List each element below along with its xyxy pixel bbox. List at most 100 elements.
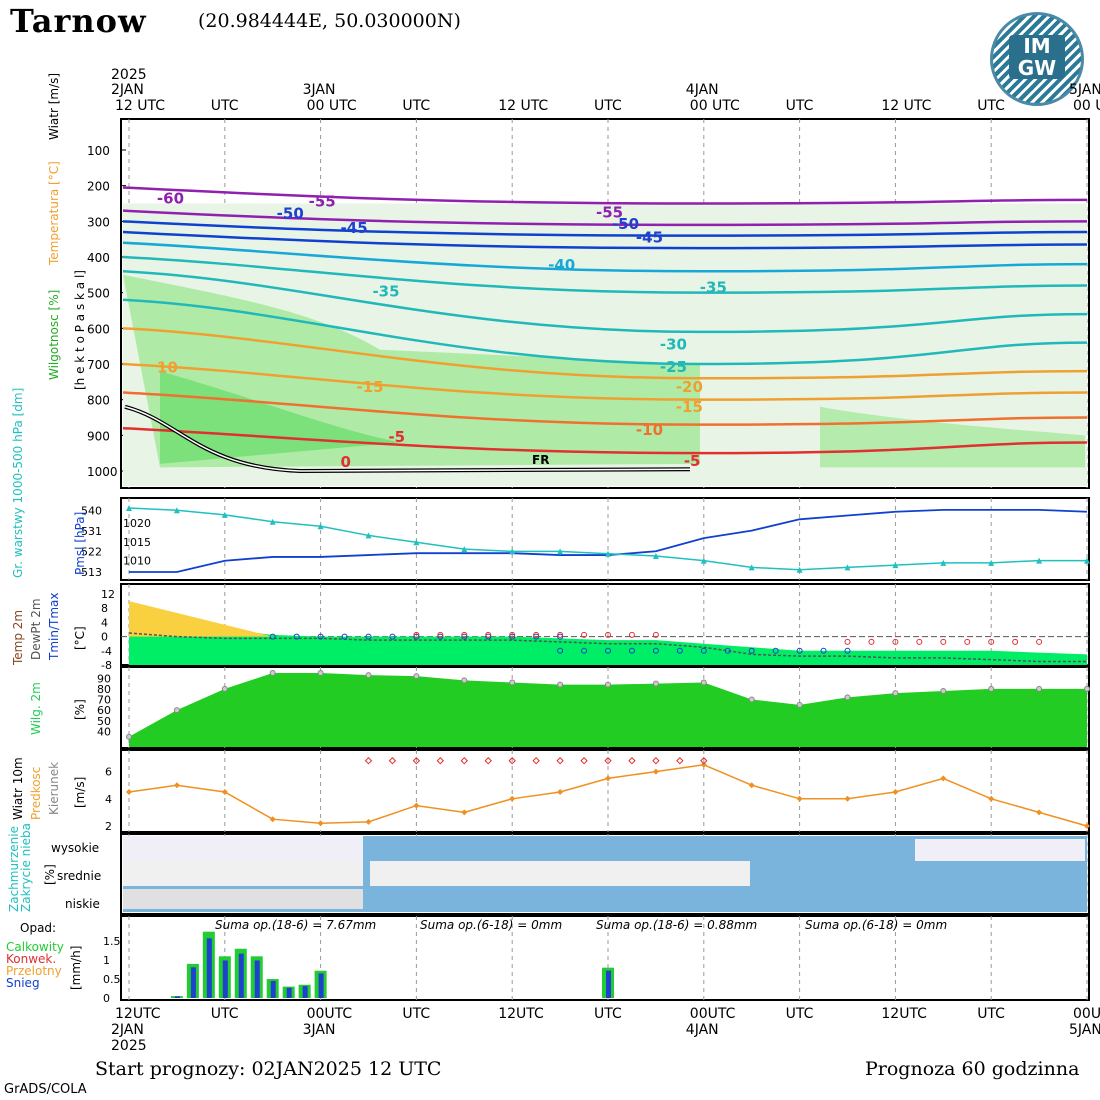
temp-tick: -8 (101, 659, 112, 672)
tmax-marker (533, 631, 540, 638)
isotherm-line (122, 327, 1088, 380)
time-label-bottom: 12UTC (498, 1006, 544, 1022)
time-label-top: 00 UTC (1073, 98, 1100, 114)
speed-axis-label: Predkosc (29, 767, 43, 820)
imgw-logo: IM GW (990, 12, 1084, 106)
temp2m-axis-label: Temp 2m (11, 610, 25, 666)
thickness-marker (413, 539, 420, 546)
thickness-marker (365, 532, 372, 539)
layer-axis-label: Gr. warstwy 1000-500 hPa [dm] (11, 388, 25, 578)
pressure-tick: 500 (87, 287, 110, 301)
gust-marker (604, 757, 612, 765)
thickness-marker (317, 523, 324, 530)
tmin-marker (389, 633, 396, 640)
contour-label: -25 (660, 358, 687, 376)
gust-marker (484, 757, 492, 765)
wind-tick: 4 (105, 793, 112, 806)
wind-speed-marker (748, 782, 755, 789)
tmin-marker (317, 633, 324, 640)
date-label-bottom: 2JAN (111, 1022, 144, 1038)
pmsl-tick: 1015 (123, 536, 151, 549)
thickness-marker (748, 564, 755, 571)
tmin-marker (605, 647, 611, 654)
isotherm-line (122, 426, 1088, 455)
tmax-marker (1012, 638, 1019, 645)
pressure-tick: 300 (87, 215, 110, 229)
tmin-marker (269, 633, 276, 640)
tmax-marker (844, 638, 851, 645)
humidity-marker (365, 672, 372, 679)
date-label-top: 3JAN (303, 82, 336, 98)
contour-label: -40 (548, 256, 575, 274)
wind-speed-marker (652, 768, 659, 775)
gust-marker (628, 757, 636, 765)
isotherm-line (122, 298, 1088, 366)
tmax-marker (964, 638, 971, 645)
tmin-marker (341, 633, 348, 640)
tmin-marker (557, 633, 564, 640)
thickness-marker (509, 548, 516, 555)
gust-marker (388, 757, 397, 765)
contour-label: -20 (676, 378, 703, 396)
logo-text: IM GW (1009, 35, 1065, 79)
cloud-pct-label: [%] (43, 864, 57, 885)
tmin-marker (772, 647, 779, 654)
humidity-tick: 60 (97, 704, 111, 717)
snow-bar (270, 980, 276, 998)
ms-axis-label: [m/s] (73, 777, 87, 808)
thickness-tick: 513 (81, 566, 102, 579)
forecast-range: Prognoza 60 godzinna (865, 1058, 1080, 1080)
tmax-marker (916, 638, 923, 645)
isotherm-line (122, 209, 1088, 227)
cloud-axis-label: Zachmurzenie (7, 826, 21, 912)
time-label-top: UTC (594, 98, 622, 114)
isotherm-line (122, 186, 1088, 205)
humidity-tick: 80 (97, 683, 111, 696)
cloud-high-label: wysokie (51, 841, 99, 855)
humidity-axis-label: Wilgotnosc [%] (47, 290, 61, 380)
tmax-marker (461, 631, 468, 638)
humidity-tick: 70 (97, 694, 111, 707)
time-label-top: 12 UTC (881, 98, 931, 114)
tmin-marker (676, 647, 683, 654)
pressure-tick: 800 (87, 394, 110, 408)
date-label-bottom: 5JAN (1069, 1022, 1100, 1038)
tmin-marker (724, 647, 731, 654)
precip-convective-label: Konwek. (6, 952, 56, 966)
tmin-marker (557, 647, 564, 654)
time-label-top: 00 UTC (690, 98, 740, 114)
precip-frontal-label: Przelotny (6, 964, 62, 978)
precip-total-label: Calkowity (6, 940, 64, 954)
precip-sum: Suma op.(6-18) = 0mm (420, 918, 562, 932)
pressure-tick: 600 (87, 322, 110, 336)
humidity-marker (748, 696, 755, 703)
tmin-marker (820, 647, 827, 654)
time-label-top: UTC (977, 98, 1005, 114)
tmin-marker (461, 633, 468, 640)
thickness-marker (796, 566, 803, 573)
precip-sum: Suma op.(18-6) = 7.67mm (215, 918, 376, 932)
isotherm-line (122, 230, 1088, 250)
contour-label: -45 (636, 228, 663, 246)
wind-speed-marker (173, 782, 180, 789)
precip-sum: Suma op.(6-18) = 0mm (805, 918, 947, 932)
temp-tick: -4 (101, 645, 112, 658)
pressure-tick: 1000 (87, 465, 118, 479)
fr-label: FR (532, 453, 549, 467)
time-label-top: UTC (211, 98, 239, 114)
wind-speed-marker (509, 795, 516, 802)
wind-speed-marker (988, 795, 995, 802)
thickness-marker (605, 550, 611, 557)
precip-tick: 0 (103, 992, 110, 1005)
time-label-bottom: 12UTC (115, 1006, 161, 1022)
thickness-marker (988, 559, 995, 566)
pressure-tick: 700 (87, 358, 110, 372)
thickness-marker (557, 548, 564, 555)
time-label-bottom: UTC (594, 1006, 622, 1022)
date-label-top: 4JAN (686, 82, 719, 98)
contour-label: 0 (341, 453, 351, 471)
thickness-marker (1036, 557, 1043, 564)
thickness-marker (221, 511, 228, 518)
gust-marker (652, 757, 660, 765)
year-label-bottom: 2025 (111, 1038, 147, 1054)
